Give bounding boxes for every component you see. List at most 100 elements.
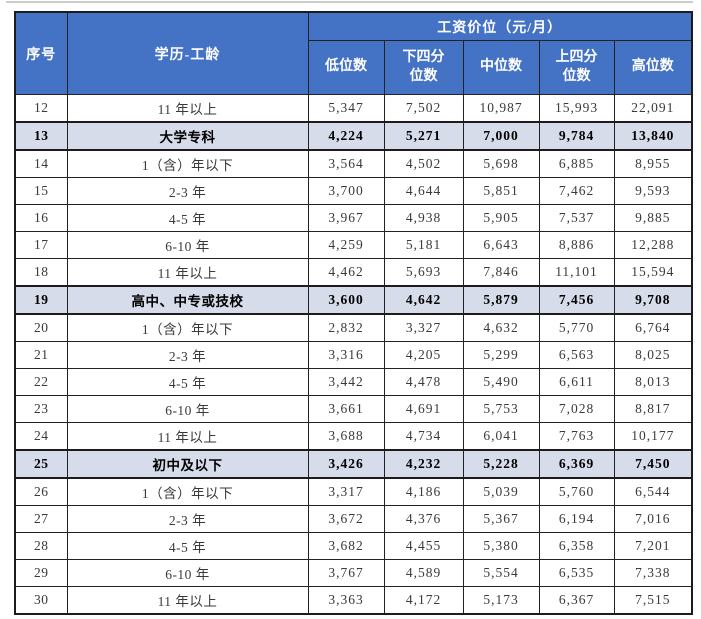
row-value: 5,228 [462,449,540,479]
row-value: 6,544 [613,477,693,506]
row-value: 4,644 [383,177,464,205]
table-row: 20 1（含）年以下 2,832 3,327 4,632 5,770 6,764 [14,313,693,342]
row-serial: 28 [14,532,68,560]
header-low-decile: 低位数 [307,40,385,95]
row-value: 5,879 [462,285,540,315]
row-value: 4,502 [383,149,464,178]
row-value: 6,535 [538,559,615,587]
row-value: 3,661 [307,395,385,423]
row-value: 4,186 [383,477,464,506]
row-label: 4-5 年 [66,532,309,560]
row-value: 7,846 [462,258,540,287]
row-value: 8,025 [613,341,693,369]
row-value: 8,817 [613,395,693,423]
table-row: 17 6-10 年 4,259 5,181 6,643 8,886 12,288 [14,231,693,259]
row-value: 9,885 [613,204,693,232]
table-row: 18 11 年以上 4,462 5,693 7,846 11,101 15,59… [14,258,693,287]
row-value: 8,013 [613,368,693,396]
row-value: 5,173 [462,586,540,615]
row-label: 2-3 年 [66,341,309,369]
row-value: 15,993 [538,94,615,123]
row-value: 4,734 [383,422,464,451]
row-serial: 17 [14,231,68,259]
row-value: 3,316 [307,341,385,369]
row-label: 4-5 年 [66,204,309,232]
table-row: 15 2-3 年 3,700 4,644 5,851 7,462 9,593 [14,177,693,205]
row-serial: 23 [14,395,68,423]
row-label: 1（含）年以下 [66,477,309,506]
row-serial: 20 [14,313,68,342]
row-value: 6,885 [538,149,615,178]
row-value: 7,028 [538,395,615,423]
row-value: 5,693 [383,258,464,287]
table-body: 12 11 年以上 5,347 7,502 10,987 15,993 22,0… [14,94,693,615]
row-value: 3,600 [307,285,385,315]
header-high-decile: 高位数 [613,40,693,95]
row-value: 9,708 [613,285,693,315]
row-value: 7,000 [462,121,540,151]
row-value: 7,502 [383,94,464,123]
row-value: 22,091 [613,94,693,123]
row-value: 5,905 [462,204,540,232]
row-value: 4,172 [383,586,464,615]
row-serial: 27 [14,505,68,533]
row-value: 4,259 [307,231,385,259]
row-value: 7,338 [613,559,693,587]
cropped-row-remnant-line [6,1,693,3]
row-value: 6,369 [538,449,615,479]
row-label: 大学专科 [66,121,309,151]
row-value: 5,347 [307,94,385,123]
row-serial: 13 [14,121,68,151]
row-label: 11 年以上 [66,422,309,451]
table-row: 26 1（含）年以下 3,317 4,186 5,039 5,760 6,544 [14,477,693,506]
row-value: 6,643 [462,231,540,259]
row-value: 4,632 [462,313,540,342]
table-row: 24 11 年以上 3,688 4,734 6,041 7,763 10,177 [14,422,693,451]
row-value: 7,016 [613,505,693,533]
row-serial: 26 [14,477,68,506]
row-label: 高中、中专或技校 [66,285,309,315]
row-value: 8,886 [538,231,615,259]
table-row: 28 4-5 年 3,682 4,455 5,380 6,358 7,201 [14,532,693,560]
row-value: 3,442 [307,368,385,396]
row-value: 4,205 [383,341,464,369]
table-row: 22 4-5 年 3,442 4,478 5,490 6,611 8,013 [14,368,693,396]
header-serial-number: 序号 [14,11,68,95]
row-value: 5,181 [383,231,464,259]
row-value: 4,455 [383,532,464,560]
row-value: 5,367 [462,505,540,533]
header-median: 中位数 [462,40,540,95]
row-value: 3,426 [307,449,385,479]
row-serial: 25 [14,449,68,479]
row-value: 6,358 [538,532,615,560]
table-row: 12 11 年以上 5,347 7,502 10,987 15,993 22,0… [14,94,693,123]
row-serial: 18 [14,258,68,287]
row-value: 4,232 [383,449,464,479]
row-label: 11 年以上 [66,94,309,123]
row-value: 12,288 [613,231,693,259]
table-header: 序号 学历-工龄 工资价位（元/月） 低位数 下四分位数 中位数 上四分位数 高… [14,11,693,95]
row-value: 5,753 [462,395,540,423]
row-value: 7,515 [613,586,693,615]
row-label: 4-5 年 [66,368,309,396]
row-label: 6-10 年 [66,231,309,259]
row-value: 11,101 [538,258,615,287]
row-value: 2,832 [307,313,385,342]
row-label: 11 年以上 [66,586,309,615]
table-row: 19 高中、中专或技校 3,600 4,642 5,879 7,456 9,70… [14,285,693,315]
row-value: 7,456 [538,285,615,315]
row-value: 9,784 [538,121,615,151]
row-value: 3,700 [307,177,385,205]
table-row: 21 2-3 年 3,316 4,205 5,299 6,563 8,025 [14,341,693,369]
table-row: 13 大学专科 4,224 5,271 7,000 9,784 13,840 [14,121,693,151]
row-value: 3,682 [307,532,385,560]
row-value: 6,041 [462,422,540,451]
row-value: 5,554 [462,559,540,587]
row-value: 5,299 [462,341,540,369]
row-value: 5,380 [462,532,540,560]
row-serial: 29 [14,559,68,587]
table-row: 14 1（含）年以下 3,564 4,502 5,698 6,885 8,955 [14,149,693,178]
row-value: 3,363 [307,586,385,615]
row-value: 5,770 [538,313,615,342]
